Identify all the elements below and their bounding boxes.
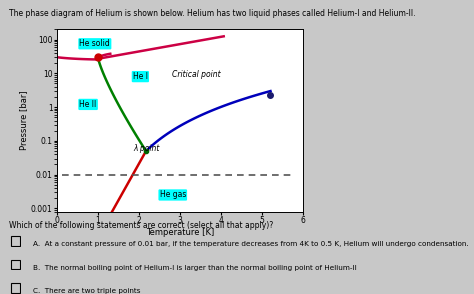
Text: He gas: He gas — [160, 191, 186, 199]
Text: λ point: λ point — [133, 144, 159, 153]
Text: C.  There are two triple points: C. There are two triple points — [33, 288, 141, 294]
Y-axis label: Pressure [bar]: Pressure [bar] — [19, 91, 28, 150]
Text: Critical point: Critical point — [172, 70, 220, 79]
Text: He II: He II — [80, 100, 97, 109]
X-axis label: Temperature [K]: Temperature [K] — [146, 228, 214, 237]
Text: Which of the following statements are correct (select all that apply)?: Which of the following statements are co… — [9, 220, 273, 230]
Bar — [10, 283, 20, 293]
Text: He I: He I — [133, 72, 148, 81]
Bar — [10, 260, 20, 269]
Bar — [10, 236, 20, 246]
Text: B.  The normal boiling point of Helium-I is larger than the normal boiling point: B. The normal boiling point of Helium-I … — [33, 265, 357, 270]
Text: He solid: He solid — [80, 39, 110, 48]
Text: A.  At a constant pressure of 0.01 bar, if the temperature decreases from 4K to : A. At a constant pressure of 0.01 bar, i… — [33, 241, 469, 247]
Text: The phase diagram of Helium is shown below. Helium has two liquid phases called : The phase diagram of Helium is shown bel… — [9, 9, 416, 18]
